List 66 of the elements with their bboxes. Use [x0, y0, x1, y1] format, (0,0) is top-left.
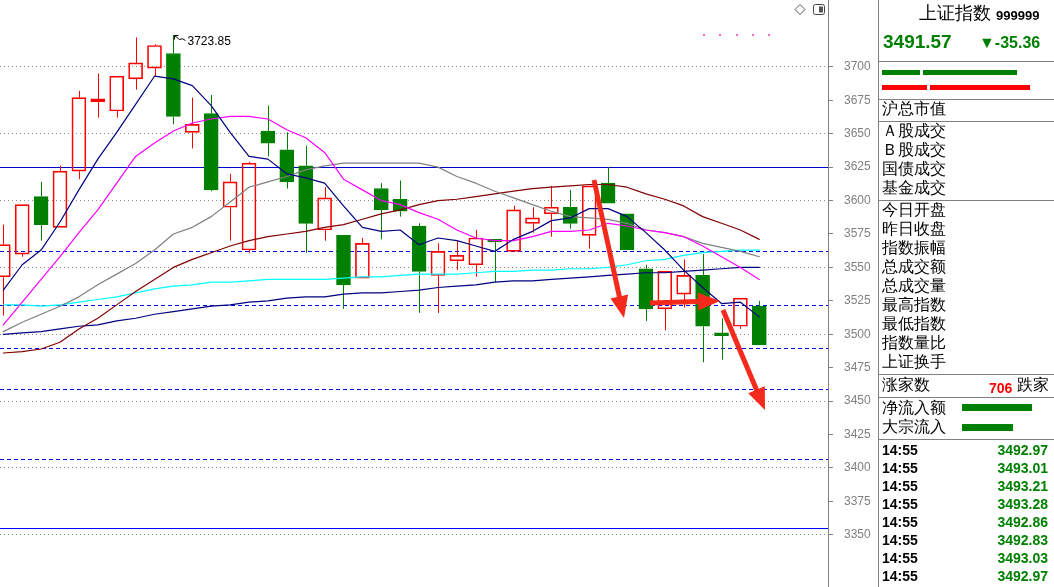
- candlestick: [638, 264, 654, 322]
- text: 14:55: [882, 460, 918, 476]
- text: 3493.01: [997, 460, 1048, 476]
- candlestick: [33, 181, 49, 242]
- text: 总成交量: [882, 276, 946, 295]
- y-tick-label: 3350: [844, 527, 872, 542]
- y-tick-label: 3500: [844, 326, 872, 341]
- candlestick: [336, 235, 351, 310]
- text: 最低指数: [882, 314, 946, 333]
- candlestick: [373, 182, 389, 240]
- text: 上证指数: [919, 2, 991, 23]
- y-tick-label: 3450: [844, 393, 872, 408]
- text: 沪总市值: [882, 99, 946, 118]
- text: 3493.03: [997, 550, 1048, 566]
- text: 3492.97: [997, 442, 1048, 458]
- text: Ａ股成交: [882, 121, 946, 140]
- y-tick-label: 3400: [844, 460, 872, 475]
- text: 大宗流入: [882, 417, 946, 436]
- annotation: 3723.85: [187, 33, 232, 48]
- candlestick: [600, 166, 616, 204]
- y-tick-label: 3700: [844, 59, 872, 74]
- text: 指数振幅: [882, 238, 946, 257]
- text: 999999: [996, 8, 1040, 23]
- candlestick: [203, 94, 219, 191]
- text: 706: [989, 380, 1013, 396]
- text: 3493.28: [997, 496, 1048, 512]
- text: 3491.57: [883, 31, 952, 53]
- text: 总成交额: [882, 257, 946, 276]
- text: 3493.21: [997, 478, 1048, 494]
- y-tick-label: 3425: [844, 426, 872, 441]
- y-tick-label: 3600: [844, 192, 872, 207]
- text: 14:55: [882, 550, 918, 566]
- text: 14:55: [882, 496, 918, 512]
- text: 3492.83: [997, 532, 1048, 548]
- candlestick: [166, 34, 181, 125]
- text: 净流入额: [882, 398, 946, 417]
- text: 指数量比: [882, 333, 946, 352]
- y-tick-label: 3550: [844, 259, 872, 274]
- y-tick-label: 3475: [844, 360, 872, 375]
- y-tick-label: 3625: [844, 159, 872, 174]
- text: 基金成交: [882, 178, 946, 197]
- text: 昨日收盘: [882, 219, 946, 238]
- y-tick-label: 3650: [844, 126, 872, 141]
- text: 14:55: [882, 568, 918, 584]
- text: 14:55: [882, 532, 918, 548]
- text: 今日开盘: [882, 200, 946, 219]
- y-tick-label: 3675: [844, 92, 872, 107]
- candlestick: [279, 131, 295, 190]
- text: 涨家数: [882, 375, 930, 394]
- text: 3492.97: [997, 568, 1048, 584]
- y-tick-label: 3575: [844, 226, 872, 241]
- candlestick: [298, 145, 314, 254]
- text: 跌家: [1017, 375, 1049, 394]
- text: 最高指数: [882, 295, 946, 314]
- text: 国债成交: [882, 159, 946, 178]
- text: 3492.86: [997, 514, 1048, 530]
- y-tick-label: 3375: [844, 493, 872, 508]
- text: 上证换手: [882, 352, 946, 371]
- candlestick: [751, 300, 767, 346]
- candlestick: [411, 222, 427, 314]
- y-tick-label: 3525: [844, 293, 872, 308]
- text: ▼-35.36: [979, 34, 1041, 52]
- text: 14:55: [882, 514, 918, 530]
- text: Ｂ股成交: [882, 140, 946, 159]
- text: 14:55: [882, 478, 918, 494]
- text: 14:55: [882, 442, 918, 458]
